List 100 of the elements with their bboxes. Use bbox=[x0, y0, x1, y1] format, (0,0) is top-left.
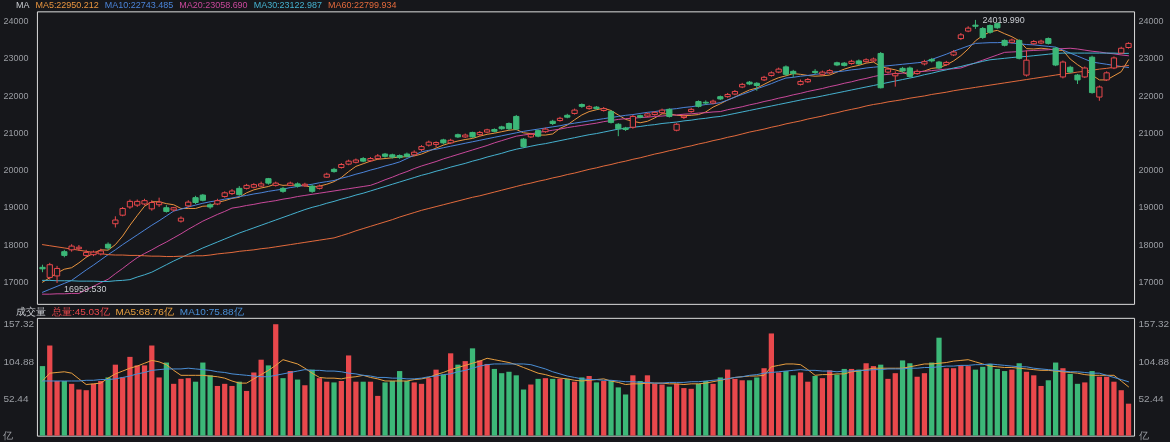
bar bbox=[652, 383, 658, 436]
bar bbox=[550, 378, 556, 436]
bar bbox=[644, 375, 651, 436]
bar bbox=[331, 382, 337, 436]
bar bbox=[90, 383, 97, 436]
bar bbox=[200, 362, 206, 436]
bar bbox=[994, 368, 1000, 436]
text: MA5:68.76亿 bbox=[115, 305, 174, 317]
bar bbox=[134, 365, 140, 436]
bar bbox=[462, 361, 468, 436]
bar bbox=[659, 384, 665, 436]
bar bbox=[972, 369, 979, 436]
bar bbox=[856, 369, 862, 436]
bar bbox=[841, 368, 847, 436]
bar bbox=[448, 353, 454, 436]
y2-tick-label: 18000 bbox=[1138, 239, 1164, 250]
bar bbox=[542, 378, 549, 436]
bar bbox=[1104, 376, 1110, 436]
bar bbox=[236, 381, 242, 436]
bar bbox=[54, 380, 60, 436]
bar bbox=[703, 380, 709, 436]
chart-title: 成交量 bbox=[15, 305, 46, 317]
bar bbox=[76, 389, 82, 436]
bar bbox=[156, 377, 162, 436]
candlestick bbox=[177, 215, 185, 224]
bar bbox=[207, 375, 213, 436]
bar bbox=[725, 369, 731, 436]
bar bbox=[243, 390, 250, 436]
bar bbox=[950, 368, 957, 436]
line-series bbox=[41, 64, 1130, 258]
bar bbox=[761, 368, 767, 436]
bar bbox=[491, 368, 498, 436]
bar bbox=[382, 382, 388, 436]
bar bbox=[615, 387, 621, 436]
bar bbox=[360, 381, 366, 436]
chart-title: MA bbox=[15, 0, 30, 11]
bar bbox=[848, 368, 855, 436]
bar bbox=[768, 333, 774, 436]
y2-tick-label: 157.32 bbox=[1138, 318, 1170, 330]
bar bbox=[907, 363, 913, 436]
y-tick-label: 20000 bbox=[3, 165, 29, 176]
bar bbox=[149, 345, 155, 436]
bar bbox=[426, 378, 432, 436]
bar bbox=[666, 386, 672, 436]
bar bbox=[797, 372, 804, 436]
y-tick-label: 157.32 bbox=[3, 318, 35, 330]
text: MA30:23122.987 bbox=[253, 0, 323, 11]
bar bbox=[1045, 380, 1051, 436]
bar bbox=[593, 382, 600, 436]
annotation: 24019.990 bbox=[982, 14, 1025, 25]
bar bbox=[885, 378, 891, 436]
bar bbox=[805, 381, 811, 436]
text: MA10:22743.485 bbox=[104, 0, 174, 11]
bar bbox=[47, 345, 53, 436]
bar bbox=[433, 369, 439, 436]
bar bbox=[440, 374, 446, 436]
bar bbox=[353, 381, 359, 436]
bar bbox=[1060, 368, 1066, 436]
bar bbox=[921, 373, 928, 436]
bar bbox=[1082, 382, 1088, 436]
bar bbox=[710, 383, 716, 436]
bar bbox=[1089, 371, 1095, 436]
bar bbox=[499, 373, 505, 436]
y2-tick-label: 23000 bbox=[1138, 53, 1164, 64]
bar bbox=[827, 370, 833, 436]
y2-tick-label: 104.88 bbox=[1138, 355, 1170, 367]
y-tick-label: 17000 bbox=[3, 277, 29, 287]
bar bbox=[681, 388, 687, 436]
candlestick bbox=[811, 68, 819, 75]
bar bbox=[1016, 363, 1022, 436]
bar bbox=[564, 378, 570, 436]
bar bbox=[120, 377, 126, 436]
bar bbox=[338, 380, 344, 436]
y2-tick-label: 亿 bbox=[1137, 430, 1149, 442]
y2-tick-label: 17000 bbox=[1138, 277, 1164, 287]
bar bbox=[112, 364, 118, 436]
bar bbox=[455, 364, 461, 436]
y-tick-label: 104.88 bbox=[3, 355, 35, 367]
bar bbox=[695, 383, 702, 436]
bar bbox=[1053, 362, 1059, 436]
bar bbox=[535, 378, 541, 436]
bar bbox=[754, 377, 760, 436]
bar bbox=[141, 365, 148, 436]
bar bbox=[1125, 403, 1132, 436]
bar bbox=[302, 385, 308, 436]
bar bbox=[965, 366, 971, 436]
bar bbox=[776, 372, 782, 436]
y-tick-label: 21000 bbox=[3, 127, 29, 138]
text: MA60:22799.934 bbox=[328, 0, 397, 11]
bar bbox=[273, 324, 279, 436]
bar bbox=[375, 395, 381, 436]
text: 总量:45.03亿 bbox=[50, 305, 110, 317]
y-tick-label: 亿 bbox=[2, 430, 14, 442]
bar bbox=[171, 383, 177, 436]
bar bbox=[790, 375, 796, 436]
bar bbox=[739, 380, 745, 436]
bar bbox=[601, 380, 607, 436]
bar bbox=[214, 385, 221, 436]
bar bbox=[1023, 371, 1030, 436]
bar bbox=[812, 376, 818, 436]
